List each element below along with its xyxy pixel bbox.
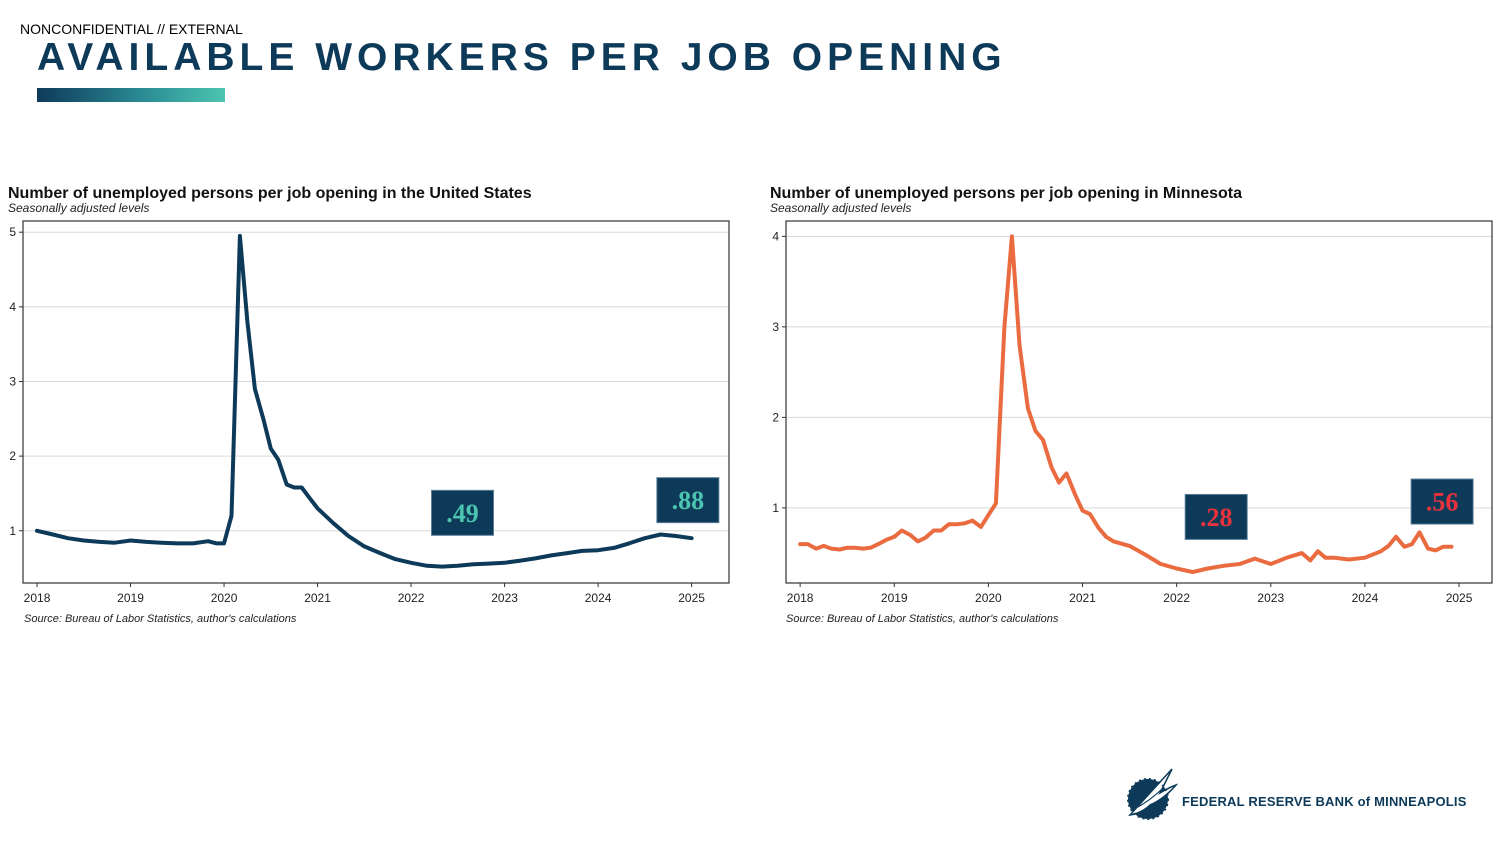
us-chart-panel: Number of unemployed persons per job ope… [0,180,740,640]
callout-value: .49 [446,499,479,528]
mn-chart: 1 2 3 4 2018 2019 2020 2021 2022 2023 2024 2025 .28.… [772,220,1493,605]
x-tick-label: 2019 [117,591,144,605]
callout-box [430,489,494,536]
x-tick-label: 2018 [787,591,814,605]
x-tick-label: 2025 [1446,591,1473,605]
y-tick-label: 4 [9,300,16,314]
x-tick-label: 2024 [1352,591,1379,605]
x-tick-label: 2019 [881,591,908,605]
mn-chart-subtitle: Seasonally adjusted levels [770,201,912,215]
callout-value: .28 [1200,503,1233,532]
y-tick-label: 1 [9,524,16,538]
y-tick-label: 2 [9,449,16,463]
x-tick-label: 2021 [1069,591,1096,605]
series-line [35,233,694,569]
classification-label: NONCONFIDENTIAL // EXTERNAL [20,21,243,37]
mn-chart-title: Number of unemployed persons per job ope… [770,185,1243,202]
title-accent-bar [37,88,225,102]
x-tick-label: 2023 [491,591,518,605]
plot-frame [785,220,1493,584]
x-tick-label: 2025 [678,591,705,605]
y-tick-label: 4 [772,229,779,243]
y-tick-label: 2 [772,410,779,424]
mn-chart-panel: Number of unemployed persons per job ope… [762,180,1500,640]
x-tick-label: 2022 [398,591,425,605]
x-tick-label: 2022 [1163,591,1190,605]
slide-title: AVAILABLE WORKERS PER JOB OPENING [37,36,1007,79]
eagle-seal-icon [1127,768,1179,820]
x-tick-label: 2023 [1257,591,1284,605]
callout-box [1184,493,1248,540]
y-tick-label: 1 [772,501,779,515]
plot-frame [22,220,730,584]
y-tick-label: 5 [9,225,16,239]
callout-box [656,477,720,524]
x-tick-label: 2021 [304,591,331,605]
x-tick-label: 2020 [975,591,1002,605]
x-tick-label: 2018 [24,591,51,605]
callout-value: .88 [672,486,705,515]
series-line [798,234,1454,575]
fed-minneapolis-logo: FEDERAL RESERVE BANK of MINNEAPOLIS [1120,765,1466,827]
us-chart-subtitle: Seasonally adjusted levels [8,201,150,215]
callout-box [1410,478,1474,525]
x-tick-label: 2024 [585,591,612,605]
y-tick-label: 3 [9,374,16,388]
x-tick-label: 2020 [211,591,238,605]
us-chart-source: Source: Bureau of Labor Statistics, auth… [24,613,297,625]
logo-text: FEDERAL RESERVE BANK of MINNEAPOLIS [1182,794,1467,809]
us-chart-title: Number of unemployed persons per job ope… [8,185,532,202]
mn-chart-source: Source: Bureau of Labor Statistics, auth… [786,613,1059,625]
callout-value: .56 [1426,488,1459,517]
us-chart: 1 2 3 4 5 2018 2019 2020 2021 2022 2023 2024 2025 .49… [9,220,730,605]
y-tick-label: 3 [772,320,779,334]
